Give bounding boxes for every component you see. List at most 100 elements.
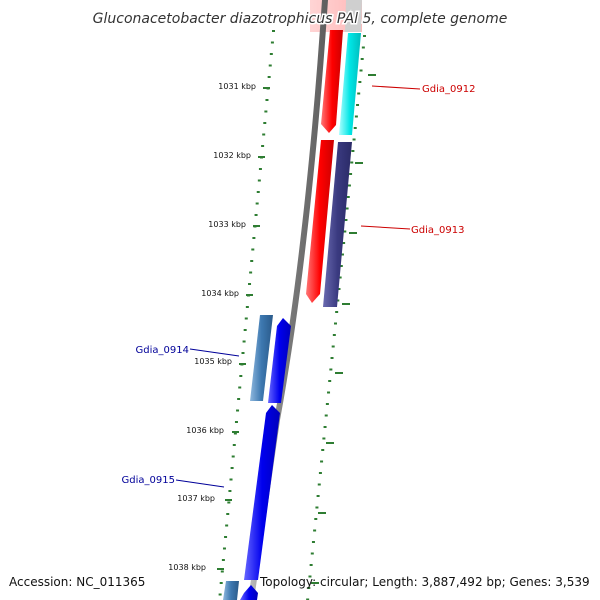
tick-dot xyxy=(333,322,337,325)
tick-mark xyxy=(225,499,232,501)
tick-dot xyxy=(224,536,228,538)
feature-cyan-gdia-0912[interactable] xyxy=(339,33,361,135)
tick-dot xyxy=(343,230,347,233)
tick-dot xyxy=(264,110,268,113)
tick-dot xyxy=(318,472,322,474)
tick-mark xyxy=(239,363,246,365)
tick-dot xyxy=(270,41,274,44)
tick-dot xyxy=(359,69,363,72)
tick-label: 1031 kbp xyxy=(218,82,256,91)
tick-dot xyxy=(241,352,245,354)
tick-dot xyxy=(233,432,237,435)
tick-label: 1032 kbp xyxy=(213,151,251,160)
tick-dot xyxy=(338,276,342,279)
feature-steel-gdia-0914[interactable] xyxy=(250,315,273,401)
tick-label: 1035 kbp xyxy=(194,357,232,366)
cds-gdia-0915-arrow[interactable] xyxy=(244,405,280,580)
tick-mark xyxy=(335,372,343,374)
tick-dot xyxy=(219,582,223,584)
tick-mark xyxy=(246,294,253,296)
tick-dot xyxy=(358,81,362,83)
kbp-tick-labels: 1031 kbp 1032 kbp 1033 kbp 1034 kbp 1035 kbp… xyxy=(168,82,256,572)
gdia-0914-leader xyxy=(189,348,240,357)
tick-dot xyxy=(320,460,324,463)
tick-dot xyxy=(237,398,241,400)
tick-dot xyxy=(306,598,310,600)
map-title: Gluconacetobacter diazotrophicus PAl 5, … xyxy=(93,11,508,27)
tick-dot xyxy=(230,467,234,469)
tick-dot xyxy=(309,564,313,566)
tick-mark xyxy=(349,232,357,234)
tick-dot xyxy=(272,30,275,32)
tick-dot xyxy=(267,76,271,78)
tick-label: 1034 kbp xyxy=(201,289,239,298)
tick-dot xyxy=(255,202,259,205)
tick-dot xyxy=(345,207,349,210)
tick-dot xyxy=(268,64,272,67)
cds-gdia-0914-arrow[interactable] xyxy=(268,318,291,403)
gene-label-gdia-0912[interactable]: Gdia_0912 xyxy=(422,84,475,95)
tick-dot xyxy=(360,58,364,60)
tick-dot xyxy=(236,409,240,412)
tick-dot xyxy=(352,138,356,141)
tick-dot xyxy=(336,299,340,302)
tick-dot xyxy=(327,391,331,394)
tick-mark xyxy=(217,568,224,570)
tick-dot xyxy=(308,575,312,578)
tick-dot xyxy=(314,518,318,520)
tick-dot xyxy=(323,426,327,428)
tick-dot xyxy=(243,329,247,331)
tick-mark xyxy=(355,162,363,164)
tick-mark xyxy=(253,225,260,227)
tick-dot xyxy=(344,219,348,221)
gdia-0912-leader xyxy=(371,85,421,90)
tick-dot xyxy=(221,559,225,561)
cds-bottom-arrow[interactable] xyxy=(240,585,258,600)
accession-text: Accession: NC_011365 xyxy=(9,575,146,589)
tick-dot xyxy=(321,449,325,451)
tick-dot xyxy=(256,191,260,193)
tick-dot xyxy=(225,524,229,527)
tick-dot xyxy=(248,283,252,285)
tick-dot xyxy=(218,593,222,596)
tick-dot xyxy=(257,179,261,182)
gene-label-gdia-0913[interactable]: Gdia_0913 xyxy=(411,225,464,236)
tick-mark xyxy=(263,87,270,89)
tick-dot xyxy=(231,455,235,458)
tick-dot xyxy=(232,444,236,446)
tick-dot xyxy=(310,552,314,555)
tick-dot xyxy=(330,357,334,359)
tick-dot xyxy=(335,311,339,313)
tick-dot xyxy=(322,437,326,440)
tick-dot xyxy=(317,483,321,486)
tick-dot xyxy=(250,260,254,262)
gdia-0915-leader xyxy=(175,479,225,488)
tick-dot xyxy=(226,513,230,515)
tick-dot xyxy=(239,375,243,377)
tick-dot xyxy=(262,133,266,136)
tick-dot xyxy=(325,403,329,405)
tick-dot xyxy=(313,529,317,532)
tick-mark xyxy=(258,156,265,158)
tick-dot xyxy=(263,122,267,124)
topology-text: Topology: circular; Length: 3,887,492 bp… xyxy=(260,575,590,589)
tick-mark xyxy=(342,303,350,305)
tick-dot xyxy=(351,150,355,152)
cds-gdia-0913-arrow[interactable] xyxy=(306,140,334,303)
tick-dot xyxy=(311,541,315,543)
feature-steel-bottom[interactable] xyxy=(223,581,239,600)
faded-feature-top-gray xyxy=(345,0,362,32)
gene-label-gdia-0914[interactable]: Gdia_0914 xyxy=(136,345,189,356)
kbp-tick-marks xyxy=(217,74,376,584)
cds-gdia-0912-arrow[interactable] xyxy=(321,30,343,133)
tick-dot xyxy=(342,242,346,244)
gdia-0913-leader xyxy=(360,225,411,230)
tick-dot xyxy=(228,490,232,492)
gene-label-gdia-0915[interactable]: Gdia_0915 xyxy=(122,475,175,486)
tick-dot xyxy=(353,127,357,129)
tick-dot xyxy=(339,265,343,267)
feature-purple-gdia-0913[interactable] xyxy=(323,142,352,307)
outer-tick-dots xyxy=(306,35,366,600)
tick-dot xyxy=(324,414,328,417)
